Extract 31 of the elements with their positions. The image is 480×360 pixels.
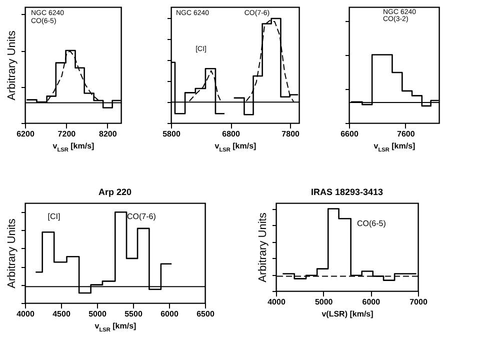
x-tick-label: 6500 — [196, 310, 215, 318]
x-axis-title: v(LSR) [km/s] — [322, 310, 374, 318]
x-tick-label: 5500 — [124, 310, 143, 318]
x-tick-label: 7200 — [58, 130, 76, 138]
x-tick-label: 6200 — [16, 130, 35, 138]
x-tick-label: 5000 — [88, 310, 107, 318]
x-tick-label: 6600 — [340, 130, 359, 138]
x-tick-label: 8200 — [99, 130, 118, 138]
annotation: CO(7-6) — [127, 212, 156, 221]
x-tick-label: 4000 — [268, 298, 286, 306]
chart-title: Arp 220 — [98, 187, 132, 197]
annotation: CO(6-5) — [357, 219, 386, 228]
x-tick-label: 7800 — [282, 130, 300, 138]
x-tick-label: 7000 — [410, 298, 428, 306]
y-axis-title: Arbitrary Units — [257, 212, 269, 282]
x-tick-label: 7600 — [397, 130, 416, 138]
x-tick-label: 4000 — [16, 310, 35, 318]
x-tick-label: 5800 — [162, 130, 181, 138]
x-axis-title: v$_{LSR}$ [km/s] — [374, 142, 416, 154]
annotation: [CI] — [48, 212, 60, 221]
x-tick-label: 5000 — [314, 298, 334, 306]
x-tick-label: 6000 — [362, 298, 381, 306]
y-axis-title: Arbitrary Units — [6, 30, 18, 100]
x-axis-title: v$_{LSR}$ [km/s] — [94, 322, 137, 334]
x-tick-label: 6800 — [222, 130, 240, 138]
x-tick-label: 6000 — [160, 310, 179, 318]
x-axis-title: v$_{LSR}$ [km/s] — [52, 142, 95, 154]
x-axis-title: v$_{LSR}$ [km/s] — [214, 142, 257, 154]
chart-title: IRAS 18293-3413 — [310, 187, 384, 197]
x-tick-label: 4500 — [52, 310, 71, 318]
y-axis-title: Arbitrary Units — [6, 218, 18, 288]
